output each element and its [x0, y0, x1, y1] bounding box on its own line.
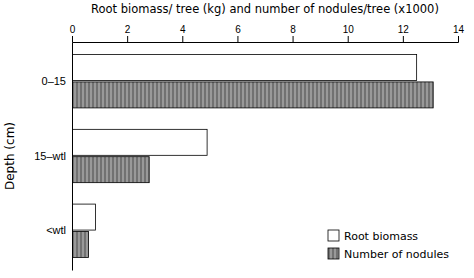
- tick-label: 15–wtl: [34, 150, 66, 162]
- tick: 4: [180, 24, 186, 42]
- tick-label: 10: [343, 24, 355, 35]
- axis-line: [73, 36, 459, 43]
- tick: <wtl: [46, 224, 72, 236]
- tick-label: 12: [398, 24, 410, 35]
- bar: [72, 231, 89, 257]
- tick-label: 8: [290, 24, 296, 35]
- legend-label: Root biomass: [344, 230, 418, 243]
- tick: 8: [290, 24, 296, 42]
- title: Root biomass/ tree (kg) and number of no…: [91, 2, 439, 16]
- bar: [72, 82, 433, 108]
- tick-label: 0: [70, 24, 76, 35]
- tick: 15–wtl: [34, 150, 72, 162]
- tick: 0: [70, 24, 76, 42]
- axis-line: [72, 43, 73, 271]
- tick-mark: [127, 36, 128, 42]
- legend-label: Number of nodules: [344, 248, 449, 261]
- legend: Root biomass Number of nodules: [328, 230, 449, 261]
- y-axis: 0–15 15–wtl <wtl: [34, 43, 72, 271]
- x-axis: 0 2 4 6 8 10 12 14: [70, 24, 465, 43]
- tick: 6: [235, 24, 241, 42]
- tick-label: 14: [453, 24, 465, 35]
- tick-label: 4: [180, 24, 186, 35]
- tick: 2: [125, 24, 131, 42]
- tick: 12: [398, 24, 410, 42]
- tick: 10: [343, 24, 355, 42]
- series: [72, 82, 433, 257]
- tick-label: 0–15: [42, 75, 66, 87]
- tick-label: <wtl: [46, 224, 66, 236]
- legend-swatch: [328, 248, 339, 259]
- tick-mark: [458, 36, 459, 42]
- legend-item: Root biomass: [328, 230, 418, 243]
- tick-mark: [182, 36, 183, 42]
- tick: 14: [453, 24, 465, 42]
- bar: [72, 204, 95, 230]
- y-axis-title: Depth (cm): [3, 122, 17, 190]
- legend-item: Number of nodules: [328, 248, 449, 261]
- legend-swatch: [328, 230, 339, 241]
- bar: [72, 129, 207, 155]
- bar: [72, 157, 149, 183]
- tick-mark: [237, 36, 238, 42]
- tick-mark: [348, 36, 349, 42]
- tick: 0–15: [42, 75, 72, 87]
- series: [72, 55, 417, 230]
- plot: 0 2 4 6 8 10 12 14 0–15 15–wtl <wtl: [34, 24, 464, 271]
- tick-mark: [293, 36, 294, 42]
- tick-label: 2: [125, 24, 131, 35]
- tick-mark: [72, 36, 73, 42]
- bars: [72, 55, 433, 258]
- tick-label: 6: [235, 24, 241, 35]
- tick-mark: [403, 36, 404, 42]
- chart: 0 2 4 6 8 10 12 14 0–15 15–wtl <wtl Root biomass/ t…: [0, 0, 474, 278]
- bar: [72, 55, 417, 81]
